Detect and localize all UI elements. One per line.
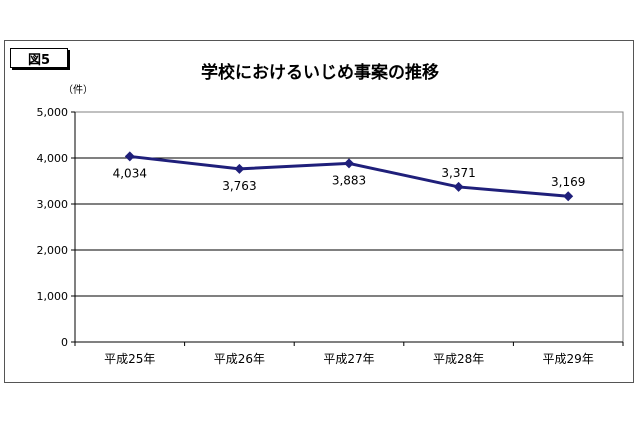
chart-frame <box>4 40 634 383</box>
y-tick-label: 3,000 <box>37 198 69 211</box>
x-tick-label: 平成27年 <box>323 352 374 366</box>
x-tick-label: 平成29年 <box>543 352 594 366</box>
data-label: 3,169 <box>551 175 585 189</box>
figure-label: 図5 <box>10 48 68 68</box>
data-point <box>234 163 245 174</box>
data-label: 3,763 <box>222 179 256 193</box>
y-tick-label: 5,000 <box>37 106 69 119</box>
data-point <box>344 158 354 169</box>
chart-title: 学校におけるいじめ事案の推移 <box>201 63 439 83</box>
plot-area <box>74 111 624 343</box>
y-tick-label: 0 <box>61 336 68 349</box>
data-point <box>124 151 135 162</box>
x-tick-label: 平成26年 <box>214 352 265 366</box>
y-tick-label: 4,000 <box>37 152 69 165</box>
data-label: 4,034 <box>113 166 147 180</box>
y-unit-label: （件） <box>63 84 93 96</box>
data-label: 3,371 <box>441 166 475 180</box>
y-tick-label: 1,000 <box>37 290 69 303</box>
x-tick-label: 平成25年 <box>104 352 155 366</box>
data-point <box>453 181 464 192</box>
data-point <box>563 191 574 202</box>
x-tick-label: 平成28年 <box>433 352 484 366</box>
y-tick-label: 2,000 <box>37 244 69 257</box>
data-label: 3,883 <box>332 173 366 187</box>
